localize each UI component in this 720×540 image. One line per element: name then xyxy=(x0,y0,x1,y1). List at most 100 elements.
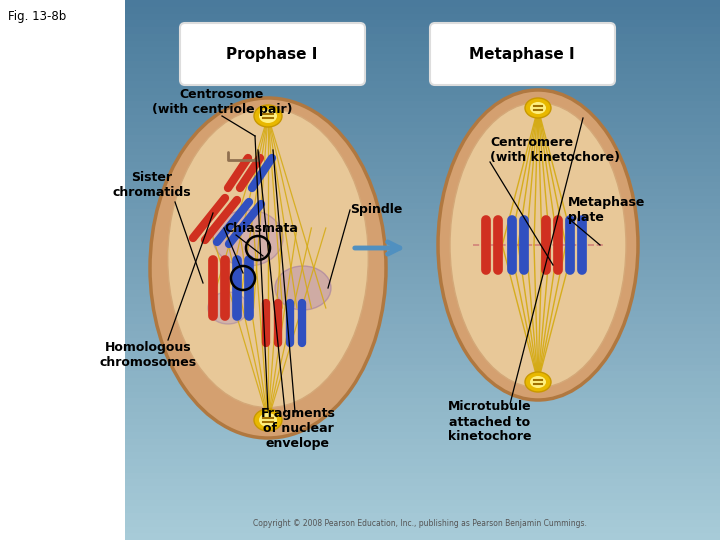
Text: Centromere
(with kinetochore): Centromere (with kinetochore) xyxy=(490,136,620,164)
Bar xyxy=(0,0,125,540)
Bar xyxy=(125,202,720,209)
Bar xyxy=(125,492,720,500)
Bar xyxy=(125,256,720,263)
Bar xyxy=(125,472,720,480)
Bar xyxy=(125,384,720,391)
Ellipse shape xyxy=(525,372,551,392)
Ellipse shape xyxy=(530,102,546,114)
Bar xyxy=(125,216,720,222)
Text: Chiasmata: Chiasmata xyxy=(224,221,298,234)
Bar xyxy=(125,148,720,156)
Bar xyxy=(125,284,720,291)
Bar xyxy=(125,162,720,168)
Bar xyxy=(125,108,720,115)
Ellipse shape xyxy=(275,266,331,310)
Text: Metaphase
plate: Metaphase plate xyxy=(568,196,645,224)
Bar xyxy=(125,324,720,330)
Ellipse shape xyxy=(530,376,546,388)
Bar xyxy=(125,534,720,540)
Ellipse shape xyxy=(525,98,551,118)
Bar xyxy=(125,115,720,122)
Bar xyxy=(125,176,720,183)
Bar xyxy=(125,27,720,33)
Bar xyxy=(125,291,720,297)
Bar xyxy=(125,276,720,284)
Bar xyxy=(125,330,720,338)
Bar xyxy=(125,486,720,492)
Bar xyxy=(125,446,720,453)
Bar xyxy=(125,168,720,176)
Text: Sister
chromatids: Sister chromatids xyxy=(113,171,192,199)
Text: Fig. 13-8b: Fig. 13-8b xyxy=(8,10,66,23)
Bar xyxy=(125,317,720,324)
Bar xyxy=(125,249,720,256)
Bar xyxy=(125,54,720,60)
Bar xyxy=(125,270,720,276)
Bar xyxy=(125,243,720,249)
Bar xyxy=(125,345,720,351)
Text: Homologous
chromosomes: Homologous chromosomes xyxy=(99,341,197,369)
Bar xyxy=(125,183,720,189)
Bar xyxy=(125,519,720,526)
Bar xyxy=(125,60,720,68)
Bar xyxy=(125,81,720,87)
Bar xyxy=(125,237,720,243)
Bar xyxy=(125,195,720,202)
Ellipse shape xyxy=(168,109,369,408)
Bar xyxy=(125,74,720,81)
Bar xyxy=(125,438,720,445)
Bar xyxy=(125,20,720,27)
Bar xyxy=(125,0,720,6)
Bar xyxy=(125,68,720,74)
Bar xyxy=(125,453,720,459)
Bar xyxy=(125,135,720,141)
Bar xyxy=(125,209,720,216)
Ellipse shape xyxy=(259,109,277,123)
Text: Copyright © 2008 Pearson Education, Inc., publishing as Pearson Benjamin Cumming: Copyright © 2008 Pearson Education, Inc.… xyxy=(253,519,587,528)
Bar xyxy=(125,351,720,357)
Bar xyxy=(125,310,720,317)
Ellipse shape xyxy=(450,103,626,388)
Bar xyxy=(125,47,720,54)
Ellipse shape xyxy=(438,90,638,400)
Text: Spindle: Spindle xyxy=(350,204,402,217)
Ellipse shape xyxy=(254,105,282,127)
Bar xyxy=(125,87,720,94)
Bar xyxy=(125,303,720,310)
Bar xyxy=(125,399,720,405)
Bar xyxy=(125,392,720,399)
Bar xyxy=(125,230,720,237)
Text: Microtubule
attached to
kinetochore: Microtubule attached to kinetochore xyxy=(448,401,532,443)
Bar xyxy=(125,465,720,472)
Bar xyxy=(125,33,720,40)
Bar xyxy=(125,222,720,230)
Text: Centrosome
(with centriole pair): Centrosome (with centriole pair) xyxy=(152,88,292,116)
Bar xyxy=(125,338,720,345)
Bar xyxy=(125,405,720,411)
Bar xyxy=(125,411,720,418)
Ellipse shape xyxy=(254,409,282,431)
Bar xyxy=(125,156,720,162)
Bar xyxy=(125,480,720,486)
Bar xyxy=(125,189,720,195)
Bar xyxy=(125,14,720,20)
Bar xyxy=(125,378,720,384)
Bar xyxy=(125,141,720,149)
Text: Fragments
of nuclear
envelope: Fragments of nuclear envelope xyxy=(261,407,336,449)
Text: Metaphase I: Metaphase I xyxy=(469,46,575,62)
Bar xyxy=(125,128,720,135)
Bar xyxy=(125,357,720,364)
Bar xyxy=(125,459,720,465)
Bar xyxy=(125,418,720,426)
Bar xyxy=(125,426,720,432)
Ellipse shape xyxy=(259,413,277,427)
Bar xyxy=(125,513,720,519)
Bar xyxy=(125,526,720,534)
Bar xyxy=(125,6,720,14)
Ellipse shape xyxy=(208,292,248,324)
Bar xyxy=(125,94,720,102)
Ellipse shape xyxy=(213,210,283,266)
Bar xyxy=(125,102,720,108)
Ellipse shape xyxy=(150,98,386,438)
Bar xyxy=(125,297,720,303)
